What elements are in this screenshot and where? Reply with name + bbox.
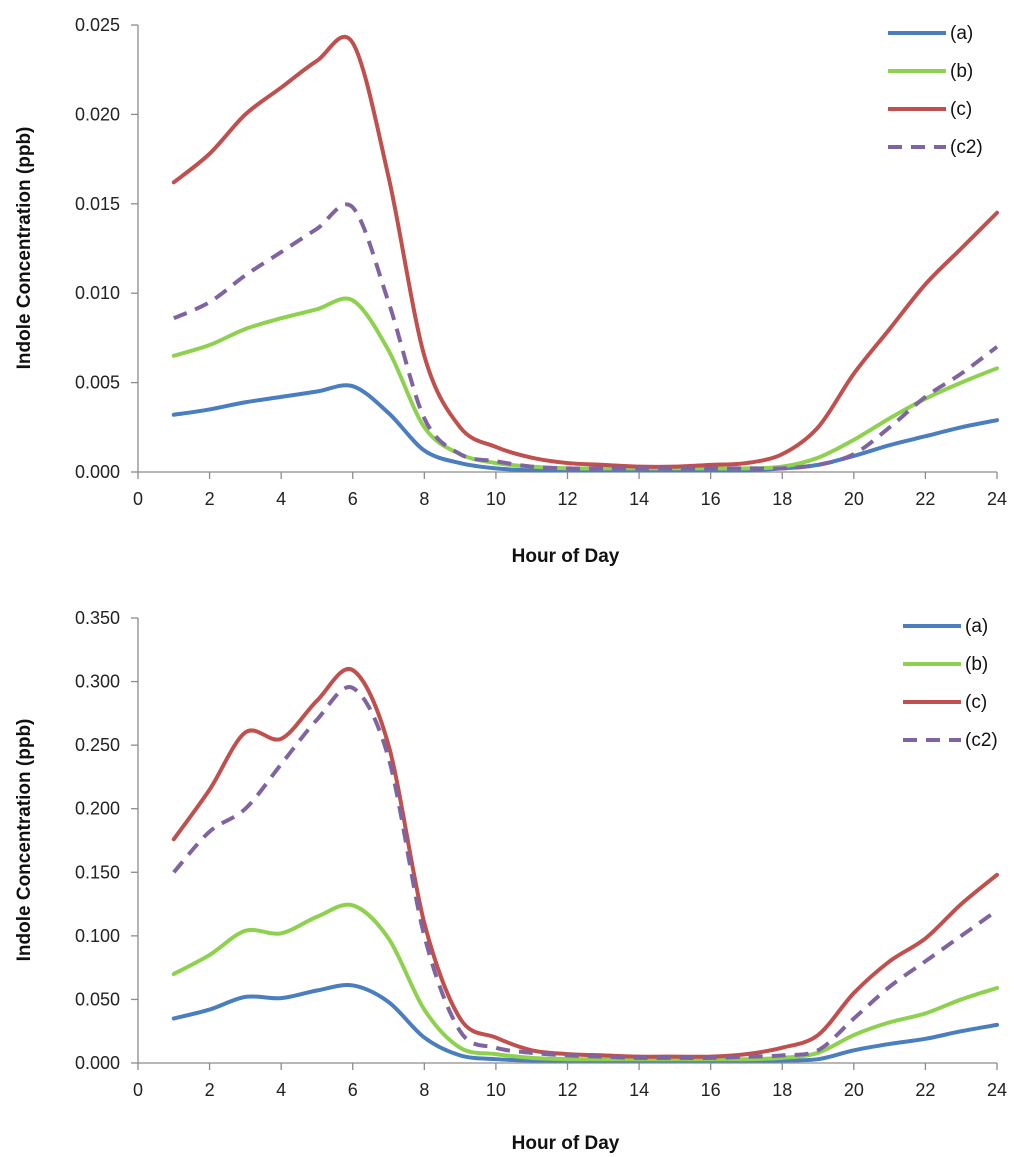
legend-label: (c) bbox=[965, 692, 987, 713]
legend-label: (b) bbox=[965, 654, 988, 675]
x-tick-label: 6 bbox=[348, 1080, 358, 1100]
x-tick-label: 14 bbox=[629, 489, 649, 509]
x-axis-title: Hour of Day bbox=[512, 546, 620, 567]
y-tick-label: 0.020 bbox=[75, 104, 120, 124]
y-tick-label: 0.015 bbox=[75, 194, 120, 214]
series-line-b bbox=[171, 902, 999, 1062]
y-tick-label: 0.150 bbox=[75, 862, 120, 882]
y-tick-label: 0.300 bbox=[75, 672, 120, 692]
x-tick-label: 14 bbox=[629, 1080, 649, 1100]
y-tick-label: 0.005 bbox=[75, 373, 120, 393]
y-tick-label: 0.025 bbox=[75, 15, 120, 35]
chart-bottom: 0.000 0.050 0.100 0.150 0.200 0.250 0.300 0.350… bbox=[14, 608, 1007, 1154]
x-tick-label: 16 bbox=[701, 489, 721, 509]
x-axis-title: Hour of Day bbox=[512, 1133, 620, 1154]
y-tick-label: 0.200 bbox=[75, 799, 120, 819]
y-axis-title: Indole Concentration (ppb) bbox=[14, 719, 35, 962]
series-line-b bbox=[171, 296, 999, 471]
legend-label: (c2) bbox=[950, 137, 983, 158]
legend-label: (c) bbox=[950, 99, 972, 120]
series-line-c2 bbox=[172, 685, 999, 1061]
x-tick-label: 20 bbox=[844, 489, 864, 509]
x-tick-label: 10 bbox=[486, 489, 506, 509]
x-tick-label: 16 bbox=[701, 1080, 721, 1100]
x-tick-label: 12 bbox=[557, 489, 577, 509]
x-tick-label: 24 bbox=[987, 489, 1007, 509]
x-tick-label: 2 bbox=[205, 489, 215, 509]
y-tick-label: 0.000 bbox=[75, 1053, 120, 1073]
x-tick-label: 24 bbox=[987, 1080, 1007, 1100]
x-tick-label: 8 bbox=[419, 1080, 429, 1100]
y-axis-title: Indole Concentration (ppb) bbox=[14, 127, 35, 370]
y-tick-label: 0.050 bbox=[75, 989, 120, 1009]
x-tick-label: 18 bbox=[772, 489, 792, 509]
legend-label: (a) bbox=[950, 23, 973, 44]
legend-label: (b) bbox=[950, 61, 973, 82]
series-line-c bbox=[171, 34, 999, 469]
y-tick-label: 0.000 bbox=[75, 462, 120, 482]
x-tick-label: 0 bbox=[133, 1080, 143, 1100]
x-tick-label: 0 bbox=[133, 489, 143, 509]
series-line-c2 bbox=[172, 202, 999, 471]
x-tick-label: 2 bbox=[205, 1080, 215, 1100]
y-tick-label: 0.350 bbox=[75, 608, 120, 628]
x-tick-label: 22 bbox=[915, 1080, 935, 1100]
x-tick-label: 12 bbox=[557, 1080, 577, 1100]
y-tick-label: 0.010 bbox=[75, 283, 120, 303]
x-tick-label: 22 bbox=[915, 489, 935, 509]
series-line-a bbox=[171, 983, 999, 1063]
x-tick-label: 18 bbox=[772, 1080, 792, 1100]
legend-label: (a) bbox=[965, 616, 988, 637]
x-tick-label: 4 bbox=[276, 489, 286, 509]
x-tick-label: 10 bbox=[486, 1080, 506, 1100]
x-tick-label: 20 bbox=[844, 1080, 864, 1100]
x-tick-label: 6 bbox=[348, 489, 358, 509]
x-tick-label: 4 bbox=[276, 1080, 286, 1100]
x-tick-label: 8 bbox=[419, 489, 429, 509]
legend-label: (c2) bbox=[965, 730, 998, 751]
y-tick-label: 0.100 bbox=[75, 926, 120, 946]
y-tick-label: 0.250 bbox=[75, 735, 120, 755]
